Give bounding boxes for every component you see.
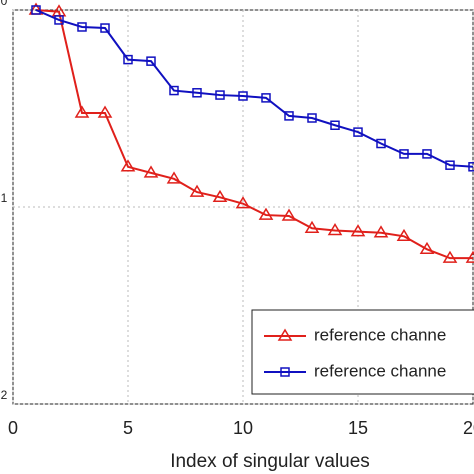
y-tick-label: 2 (1, 388, 8, 402)
data-point (143, 165, 159, 178)
x-axis-label: Index of singular values (170, 451, 370, 472)
data-point (327, 223, 343, 236)
data-point (258, 207, 274, 220)
legend-label: reference channe (314, 361, 446, 380)
data-point (396, 228, 412, 242)
data-point (235, 196, 251, 209)
data-point (212, 189, 228, 203)
x-tick-label: 15 (348, 418, 368, 438)
data-point (166, 171, 182, 184)
data-point (192, 88, 202, 98)
data-point (77, 22, 87, 32)
x-tick-label: 5 (123, 418, 133, 438)
legend-marker (280, 367, 290, 377)
data-point (304, 220, 320, 234)
data-point (169, 85, 179, 96)
data-point (120, 159, 136, 172)
x-tick-label: 20 (463, 418, 474, 438)
data-point (307, 113, 317, 123)
x-tick-label: 0 (8, 418, 18, 438)
data-point (261, 93, 271, 103)
data-point (373, 225, 389, 238)
data-point (54, 15, 64, 25)
data-point (419, 241, 435, 255)
data-point (215, 90, 225, 100)
data-point (123, 54, 133, 65)
data-point (353, 127, 363, 137)
data-point (74, 105, 90, 118)
y-tick-label: 1 (1, 191, 8, 205)
data-point (376, 138, 386, 149)
data-point (31, 5, 41, 15)
data-point (442, 250, 458, 263)
data-point (422, 149, 432, 159)
data-point (146, 56, 156, 66)
data-point (468, 162, 474, 172)
data-point (97, 105, 113, 118)
x-tick-label: 10 (233, 418, 253, 438)
data-point (465, 250, 474, 263)
data-point (281, 208, 297, 221)
data-point (350, 224, 366, 237)
legend: reference channe reference channe (251, 309, 474, 395)
data-point (284, 111, 294, 121)
y-tick-label: 0 (1, 0, 8, 8)
data-point (399, 149, 409, 159)
data-point (100, 23, 110, 33)
legend-marker (277, 328, 293, 341)
data-point (445, 160, 455, 170)
data-point (238, 91, 248, 101)
legend-box (251, 309, 474, 395)
data-point (189, 184, 205, 197)
legend-label: reference channe (314, 325, 446, 344)
data-point (330, 120, 340, 131)
